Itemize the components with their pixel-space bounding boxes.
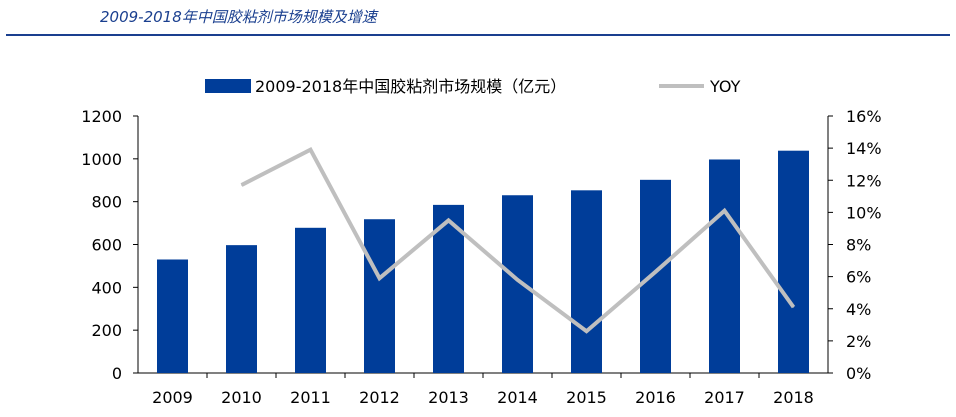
right-tick-label: 2% xyxy=(846,332,871,351)
legend-bar-label: 2009-2018年中国胶粘剂市场规模（亿元） xyxy=(255,77,566,96)
x-tick-label: 2009 xyxy=(152,388,193,407)
line-series xyxy=(240,147,796,334)
bar-2018 xyxy=(778,150,809,373)
yoy-point-2012 xyxy=(379,277,380,279)
right-tick-label: 12% xyxy=(846,171,882,190)
x-tick-label: 2015 xyxy=(566,388,607,407)
x-tick-label: 2013 xyxy=(428,388,469,407)
left-tick-label: 1200 xyxy=(81,107,122,126)
right-tick-label: 14% xyxy=(846,139,882,158)
bar-2015 xyxy=(571,190,602,373)
x-tick-label: 2012 xyxy=(359,388,400,407)
right-tick-label: 8% xyxy=(846,236,871,255)
left-tick-label: 0 xyxy=(112,364,122,383)
bar-2016 xyxy=(640,179,671,373)
tick-labels: 0 200 400 600 800 1000 1200 0% 2% 4% 6% 8% 10% 12% 14%… xyxy=(81,107,881,407)
yoy-point-2014 xyxy=(517,279,518,281)
x-tick-label: 2018 xyxy=(773,388,814,407)
x-tick-label: 2010 xyxy=(221,388,262,407)
yoy-point-2011 xyxy=(310,149,311,151)
bar-2010 xyxy=(226,245,257,373)
yoy-point-2018 xyxy=(793,306,794,308)
yoy-point-2016 xyxy=(655,271,656,273)
yoy-point-2010 xyxy=(241,184,242,186)
bar-2009 xyxy=(157,259,188,373)
x-tick-label: 2011 xyxy=(290,388,331,407)
x-tick-label: 2017 xyxy=(704,388,745,407)
legend: 2009-2018年中国胶粘剂市场规模（亿元） YOY xyxy=(205,77,741,96)
right-tick-label: 4% xyxy=(846,300,871,319)
left-tick-label: 800 xyxy=(91,193,122,212)
bar-2013 xyxy=(433,204,464,373)
title-divider xyxy=(6,34,950,36)
x-tick-label: 2014 xyxy=(497,388,538,407)
chart-title: 2009-2018年中国胶粘剂市场规模及增速 xyxy=(100,8,377,26)
legend-bar-swatch xyxy=(205,79,251,93)
left-tick-label: 200 xyxy=(91,321,122,340)
yoy-point-2017 xyxy=(724,210,725,212)
yoy-point-2013 xyxy=(448,219,449,221)
right-tick-label: 10% xyxy=(846,203,882,222)
legend-line-label: YOY xyxy=(709,77,741,96)
bar-series xyxy=(157,150,809,373)
bar-2017 xyxy=(709,159,740,373)
bar-2011 xyxy=(295,227,326,373)
left-tick-label: 1000 xyxy=(81,150,122,169)
right-tick-label: 6% xyxy=(846,268,871,287)
left-tick-label: 400 xyxy=(91,278,122,297)
right-tick-label: 16% xyxy=(846,107,882,126)
yoy-point-2015 xyxy=(586,330,587,332)
right-tick-label: 0% xyxy=(846,364,871,383)
x-tick-label: 2016 xyxy=(635,388,676,407)
bar-2014 xyxy=(502,195,533,373)
left-tick-label: 600 xyxy=(91,236,122,255)
bar-2012 xyxy=(364,219,395,373)
